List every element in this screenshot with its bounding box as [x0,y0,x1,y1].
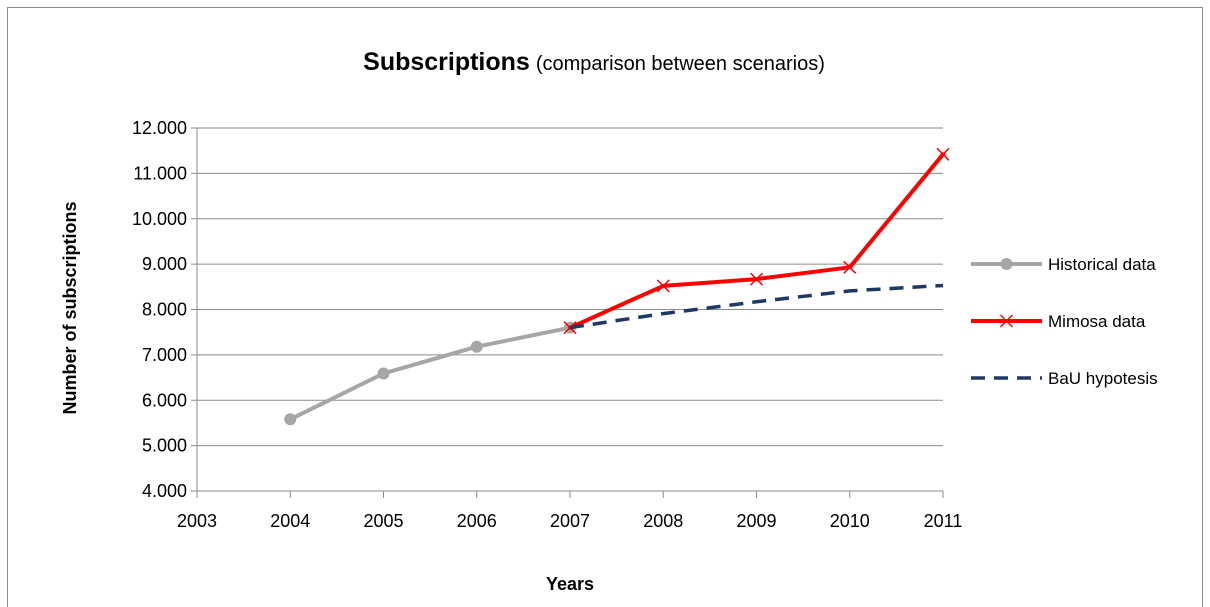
legend-label-2: BaU hypotesis [1048,369,1158,388]
series-layer [284,147,950,426]
chart-svg: Subscriptions (comparison between scenari… [60,48,1158,594]
y-tick-label-0: 4.000 [142,481,187,501]
series-1-point-2-stroke-b [749,272,764,286]
series-line-2 [569,283,944,330]
y-tick-label-1: 5.000 [142,436,187,456]
y-tick-label-8: 12.000 [132,118,187,138]
y-tick-label-3: 7.000 [142,345,187,365]
series-0-point-1 [377,367,390,380]
series-1-point-3-stroke-b [843,260,857,274]
legend-marker-0 [1000,258,1013,270]
y-tick-label-5: 9.000 [142,254,187,274]
y-axis-title: Number of subscriptions [60,201,80,414]
series-1-point-2 [749,272,764,286]
x-tick-label-0: 2003 [177,511,217,531]
x-tick-label-7: 2010 [830,511,870,531]
legend-label-0: Historical data [1048,255,1156,274]
series-1-point-4 [936,147,950,161]
x-tick-label-5: 2008 [643,511,683,531]
x-tick-label-4: 2007 [550,511,590,531]
x-tick-label-1: 2004 [270,511,310,531]
x-tick-label-8: 2011 [924,511,963,531]
y-tick-label-7: 11.000 [133,163,187,183]
series-0-point-2 [470,340,483,353]
x-axis-title: Years [546,574,594,594]
y-tick-label-2: 6.000 [142,390,187,410]
legend-item-2: BaU hypotesis [971,369,1158,388]
y-tick-label-4: 8.000 [142,300,187,320]
legend-marker-1-b [999,314,1014,328]
chart-title-sub: (comparison between scenarios) [536,53,825,75]
grid-layer [197,127,943,492]
series-line-0 [288,325,572,422]
chart-frame: Subscriptions (comparison between scenari… [7,7,1203,607]
x-tick-label-2: 2005 [363,511,403,531]
legend-item-0: Historical data [971,255,1156,274]
chart-title-main: Subscriptions [363,48,530,76]
legend-item-1: Mimosa data [971,312,1146,331]
series-1-point-4-stroke-b [936,147,950,161]
y-tick-label-6: 10.000 [132,209,187,229]
series-1-point-1-stroke-b [656,279,670,293]
x-tick-label-6: 2009 [736,511,776,531]
x-tick-label-3: 2006 [457,511,497,531]
axis-layer: 4.000 5.000 6.000 7.000 8.000 9.000 10.000 11.0… [132,118,962,531]
series-1-point-3 [843,260,857,274]
series-1-point-1 [656,279,670,293]
legend-layer: Historical data Mimosa data BaU hypotesis [971,255,1158,388]
legend-label-1: Mimosa data [1048,312,1146,331]
series-0-point-0 [284,413,297,426]
chart-title: Subscriptions (comparison between scenari… [363,48,825,76]
